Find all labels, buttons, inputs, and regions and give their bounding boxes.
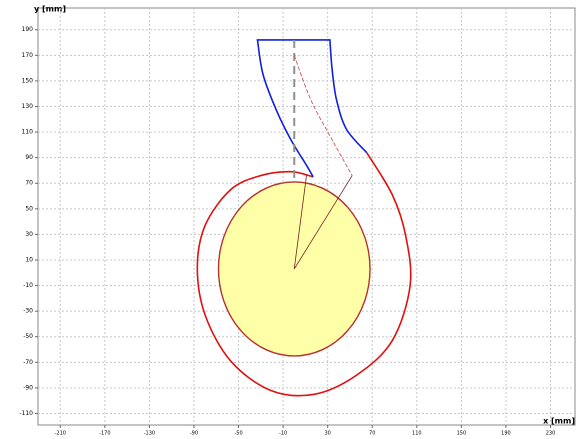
x-tick-label: 190 — [501, 431, 511, 437]
x-tick-label: -10 — [279, 431, 287, 437]
y-tick-label: 70 — [25, 180, 33, 187]
x-tick-label: 110 — [412, 431, 422, 437]
y-tick-label: 30 — [25, 231, 33, 238]
curve — [256, 39, 368, 178]
y-tick-label: -90 — [23, 384, 33, 391]
x-tick-label: -170 — [99, 431, 110, 437]
x-tick-label: -130 — [144, 431, 155, 437]
curve — [196, 152, 412, 397]
x-axis-label: x [mm] — [543, 417, 575, 426]
y-tick-label: 90 — [25, 154, 33, 161]
y-tick-label: 170 — [22, 52, 34, 59]
y-tick-label: -50 — [23, 333, 33, 340]
curve — [293, 55, 353, 176]
x-tick-label: 30 — [324, 431, 330, 437]
y-tick-label: -10 — [23, 282, 33, 289]
y-tick-label: -110 — [19, 410, 33, 417]
curve — [293, 175, 353, 270]
plot-frame — [37, 7, 576, 426]
x-tick-label: 70 — [369, 431, 375, 437]
x-tick-label: -210 — [55, 431, 66, 437]
y-tick-label: 130 — [22, 103, 34, 110]
y-tick-label: 50 — [25, 205, 33, 212]
y-tick-label: -30 — [23, 308, 33, 315]
y-tick-label: 110 — [22, 129, 34, 136]
x-tick-label: -90 — [190, 431, 198, 437]
y-axis-label: y [mm] — [34, 5, 66, 14]
x-tick-label: 230 — [546, 431, 556, 437]
y-tick-label: 10 — [25, 256, 33, 263]
y-tick-label: 190 — [22, 26, 34, 33]
y-tick-label: -70 — [23, 359, 33, 366]
y-tick-label: 150 — [22, 77, 34, 84]
x-tick-label: 150 — [457, 431, 467, 437]
x-tick-label: -50 — [234, 431, 242, 437]
